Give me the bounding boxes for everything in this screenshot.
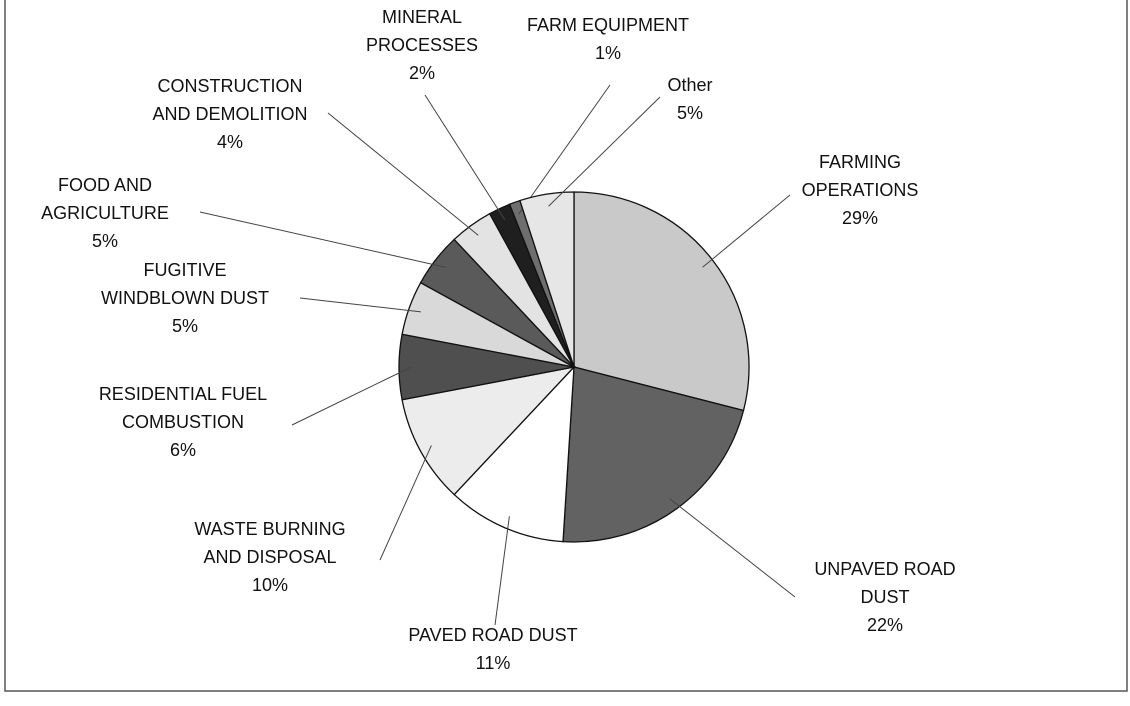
slice-label-line: UNPAVED ROAD [814,559,955,579]
leader-line [548,96,661,207]
slice-label-line: PROCESSES [366,35,478,55]
leader-line [327,112,479,236]
leader-line [702,194,791,268]
leader-line [199,211,446,268]
leader-line [669,498,796,598]
slice-label-line: FUGITIVE [143,260,226,280]
slice-label-line: Other [667,75,712,95]
slice-label: CONSTRUCTION AND DEMOLITION 4% [152,76,307,152]
slice-label-line: AGRICULTURE [41,203,169,223]
value-label: 1% [595,43,621,63]
pie-slice [519,191,575,368]
slice-label: UNPAVED ROAD DUST 22% [814,559,955,635]
slice-label-line: AND DEMOLITION [152,104,307,124]
slice-label-line: MINERAL [382,7,462,27]
slice-label-line: AND DISPOSAL [203,547,336,567]
value-label: 11% [476,653,511,673]
slice-label: MINERAL PROCESSES 2% [366,7,478,83]
slice-label: RESIDENTIAL FUEL COMBUSTION 6% [99,384,267,460]
pie-slice [453,365,575,543]
slice-label-line: WINDBLOWN DUST [101,288,269,308]
slice-label-line: RESIDENTIAL FUEL [99,384,267,404]
value-label: 5% [172,316,198,336]
slice-label: FUGITIVE WINDBLOWN DUST 5% [101,260,269,336]
slice-label-line: PAVED ROAD DUST [408,625,577,645]
slice-label-line: WASTE BURNING [194,519,345,539]
slice-label-line: FARMING [819,152,901,172]
pie-slice [401,365,576,496]
slice-label-line: FOOD AND [58,175,152,195]
value-label: 4% [217,132,243,152]
slice-label-line: OPERATIONS [802,180,919,200]
value-label: 5% [92,231,118,251]
leader-line [379,445,432,561]
slice-label-line: FARM EQUIPMENT [527,15,689,35]
value-label: 5% [677,103,703,123]
value-label: 2% [409,63,435,83]
value-label: 6% [170,440,196,460]
slice-label-line: COMBUSTION [122,412,244,432]
slice-label-line: CONSTRUCTION [158,76,303,96]
chart-frame [4,0,1128,692]
leader-line [518,84,611,215]
slice-label: WASTE BURNING AND DISPOSAL 10% [194,519,345,595]
pie-slice [562,366,745,543]
slice-label: FARMING OPERATIONS 29% [802,152,919,228]
slice-label: PAVED ROAD DUST 11% [408,625,577,673]
value-label: 10% [252,575,288,595]
value-label: 29% [842,208,878,228]
slice-label: FARM EQUIPMENT 1% [527,15,689,63]
slice-label: FOOD AND AGRICULTURE 5% [41,175,169,251]
leader-line [424,94,506,221]
slice-label-line: DUST [861,587,910,607]
leader-line [291,366,412,426]
value-label: 22% [867,615,903,635]
leader-line [494,516,510,626]
slice-label: Other 5% [667,75,712,123]
leader-line [299,297,421,313]
